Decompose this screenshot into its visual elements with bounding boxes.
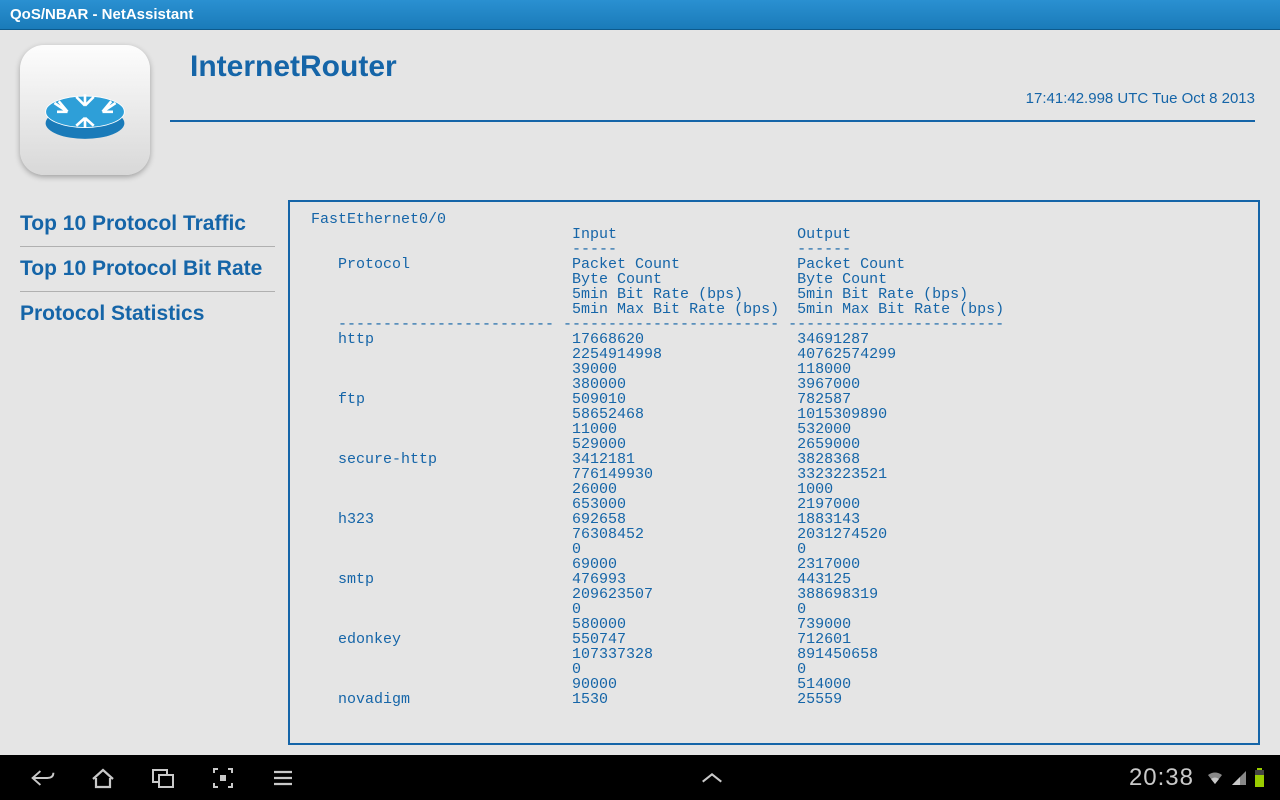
sidebar-item-label: Top 10 Protocol Bit Rate — [20, 257, 262, 280]
sidebar-item-label: Top 10 Protocol Traffic — [20, 212, 246, 235]
sidebar-item-label: Protocol Statistics — [20, 302, 204, 325]
header-underline — [170, 120, 1255, 122]
router-icon — [20, 45, 150, 175]
clock[interactable]: 20:38 — [1129, 764, 1194, 792]
title-bar-text: QoS/NBAR - NetAssistant — [10, 6, 193, 23]
title-bar: QoS/NBAR - NetAssistant — [0, 0, 1280, 30]
expand-up-icon[interactable] — [699, 765, 725, 791]
page-title: InternetRouter — [190, 50, 1255, 84]
signal-icon — [1230, 769, 1248, 787]
sidebar-item-protocol-statistics[interactable]: Protocol Statistics — [20, 292, 275, 336]
sidebar-item-top10-traffic[interactable]: Top 10 Protocol Traffic — [20, 202, 275, 247]
sidebar-item-top10-bitrate[interactable]: Top 10 Protocol Bit Rate — [20, 247, 275, 292]
menu-icon[interactable] — [270, 765, 296, 791]
home-icon[interactable] — [90, 765, 116, 791]
header-right: InternetRouter 17:41:42.998 UTC Tue Oct … — [190, 50, 1255, 84]
android-nav-bar: 20:38 — [0, 755, 1280, 800]
content-area: InternetRouter 17:41:42.998 UTC Tue Oct … — [0, 30, 1280, 755]
screenshot-icon[interactable] — [210, 765, 236, 791]
battery-icon — [1254, 768, 1265, 788]
back-icon[interactable] — [30, 765, 56, 791]
sidebar: Top 10 Protocol Traffic Top 10 Protocol … — [20, 202, 275, 336]
terminal-panel[interactable]: FastEthernet0/0 Input Output ----- -----… — [288, 200, 1260, 745]
router-device-icon — [40, 75, 130, 145]
timestamp: 17:41:42.998 UTC Tue Oct 8 2013 — [1026, 90, 1255, 107]
wifi-icon — [1206, 769, 1224, 787]
terminal-output: FastEthernet0/0 Input Output ----- -----… — [302, 212, 1246, 707]
recent-apps-icon[interactable] — [150, 765, 176, 791]
